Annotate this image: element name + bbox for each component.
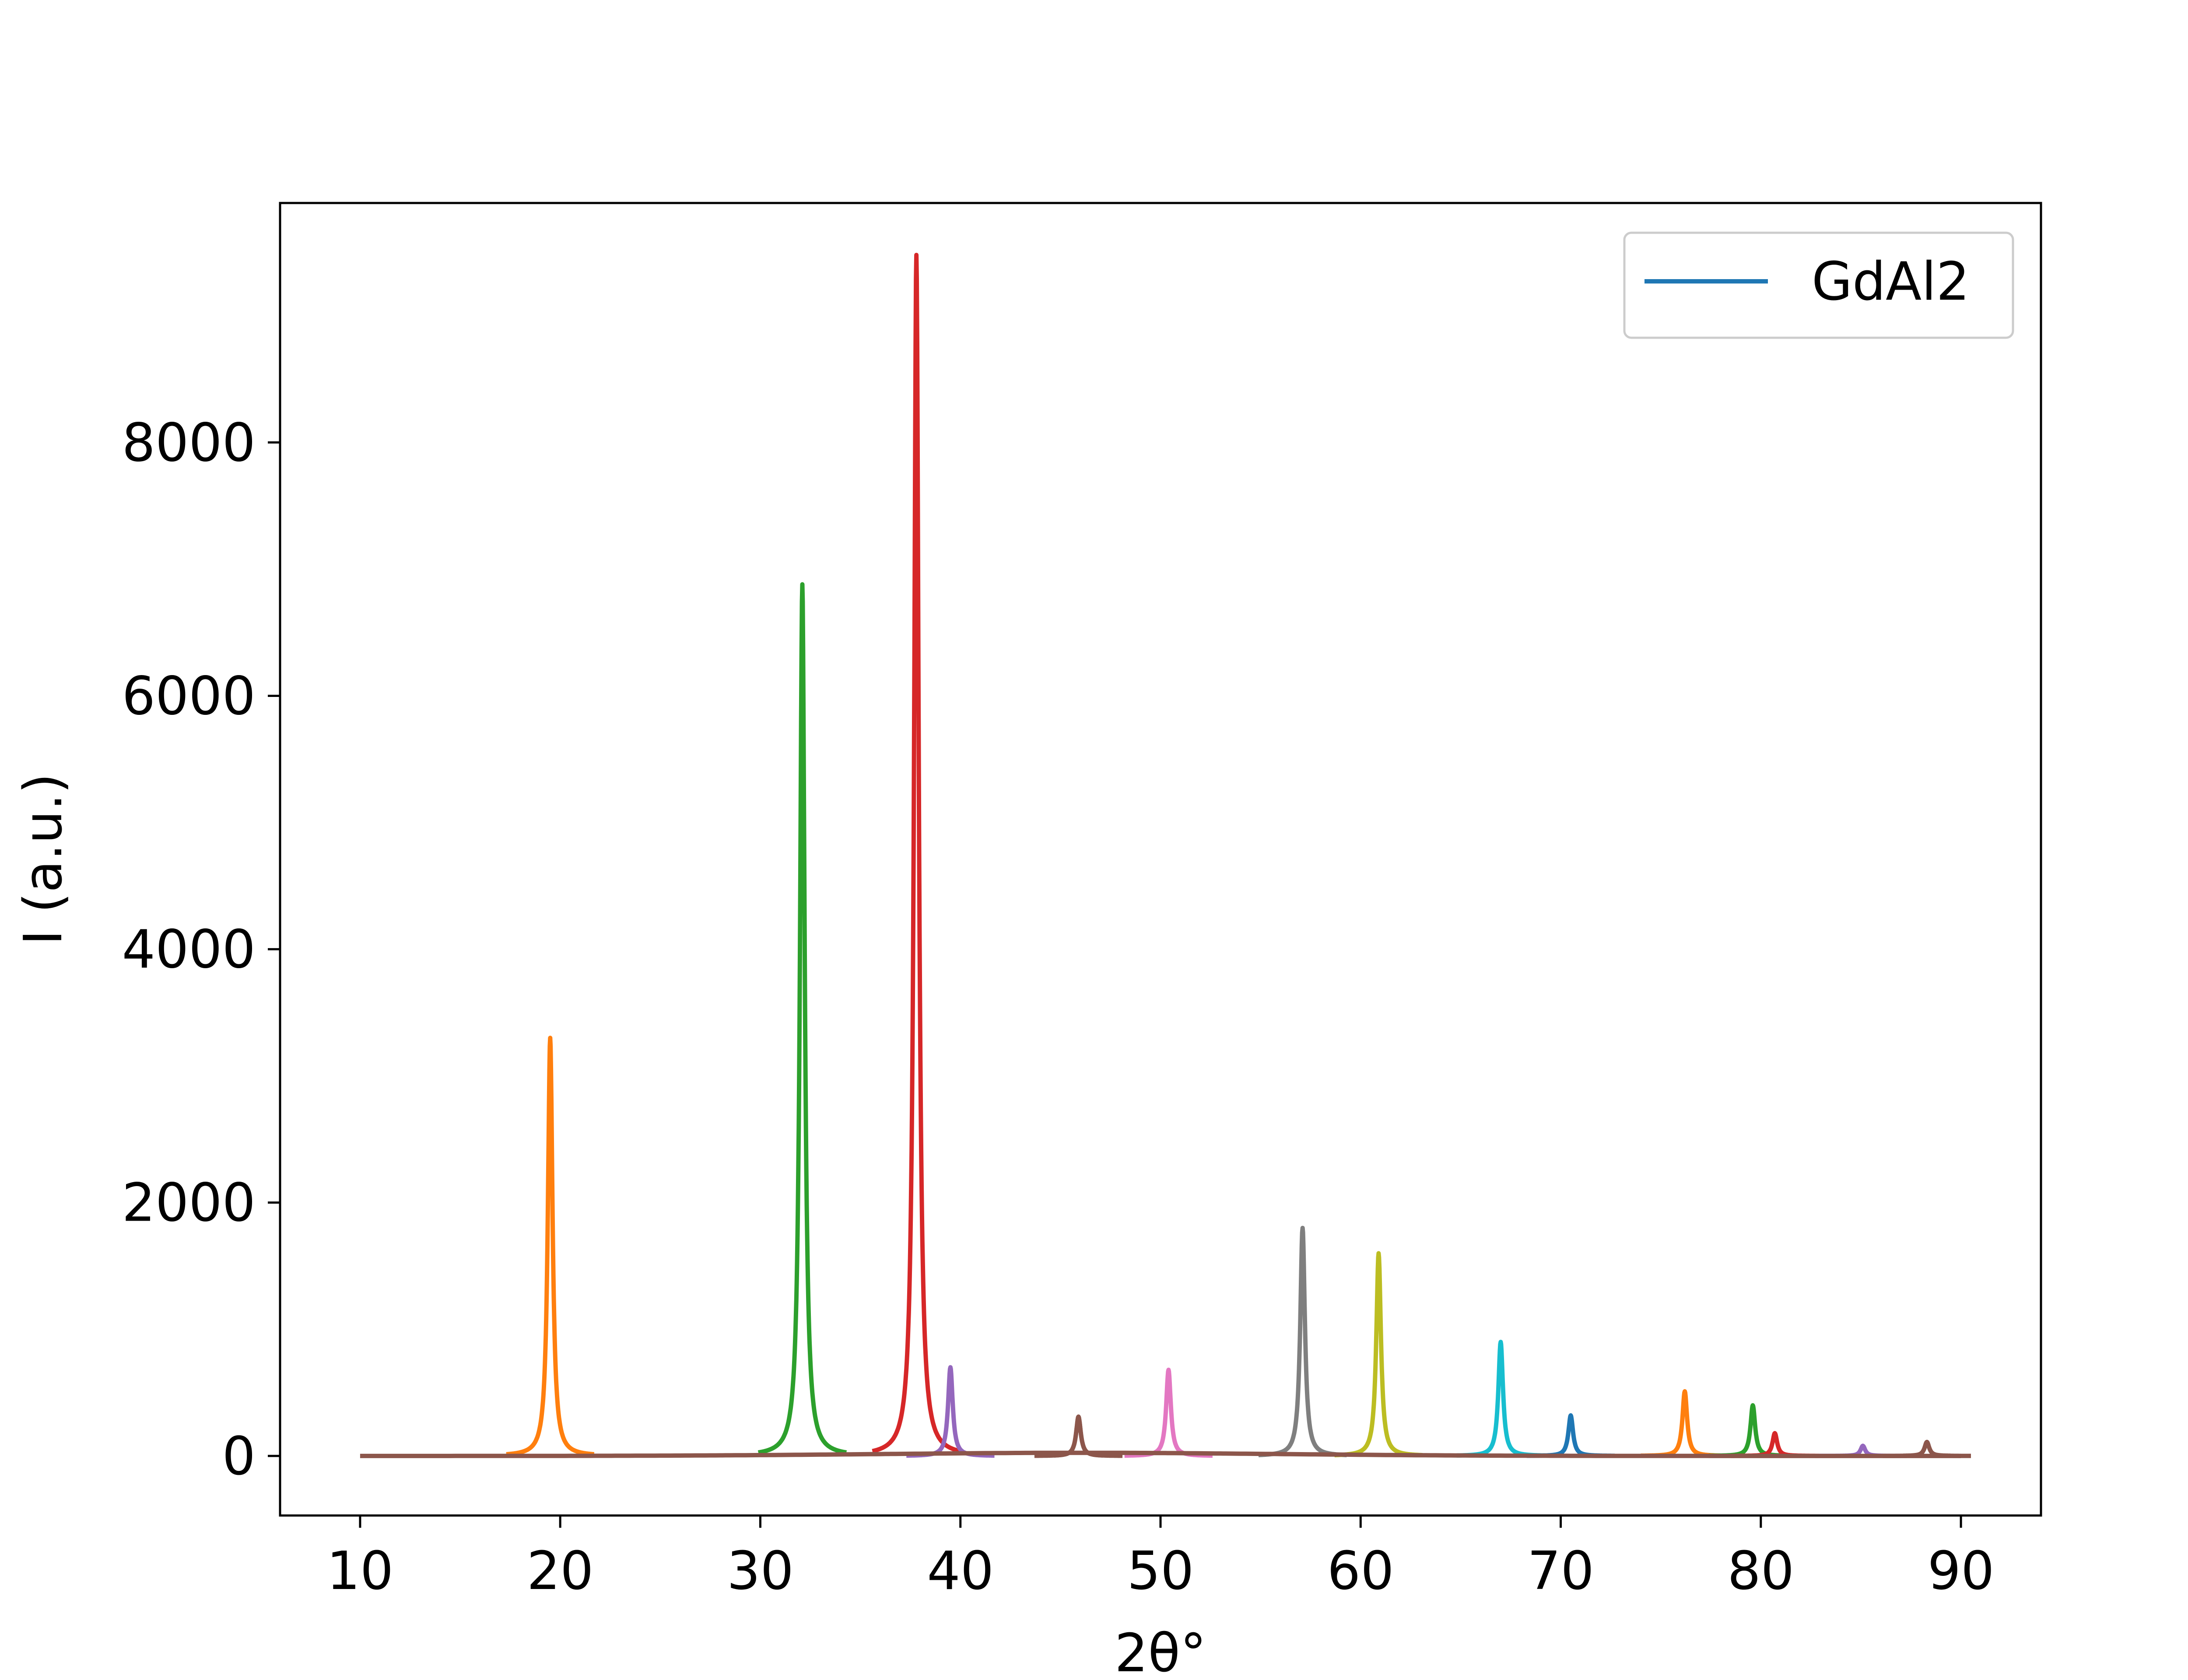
x-tick-label: 60	[1327, 1541, 1394, 1602]
y-tick-label: 6000	[122, 666, 256, 727]
y-axis-label: I (a.u.)	[13, 773, 74, 945]
x-tick-label: 70	[1527, 1541, 1594, 1602]
peak-line	[870, 252, 962, 1453]
y-axis: 0 2000 4000 6000 8000	[122, 413, 280, 1487]
x-tick-label: 10	[327, 1541, 394, 1602]
y-tick-label: 2000	[122, 1173, 256, 1234]
x-tick-label: 20	[527, 1541, 594, 1602]
y-tick-label: 8000	[122, 413, 256, 473]
x-axis: 10 20 30 40 50 60 70 80 90	[327, 1516, 1995, 1602]
peak-line	[1901, 1440, 1953, 1458]
x-tick-label: 30	[727, 1541, 794, 1602]
x-tick-label: 50	[1127, 1541, 1194, 1602]
legend-box	[1623, 231, 2014, 339]
y-tick-label: 0	[222, 1426, 256, 1487]
legend: GdAl2	[1623, 231, 2014, 339]
peak-line	[756, 582, 849, 1455]
y-tick-label: 4000	[122, 920, 256, 980]
peak-line	[504, 1036, 596, 1456]
x-axis-label: 2θ°	[1115, 1623, 1206, 1680]
baseline-line	[360, 1450, 1961, 1458]
plot-area	[360, 252, 1973, 1458]
x-tick-label: 40	[927, 1541, 994, 1602]
x-tick-label: 90	[1928, 1541, 1995, 1602]
peak-line	[1052, 1414, 1105, 1458]
x-tick-label: 80	[1727, 1541, 1794, 1602]
legend-label-gdal2: GdAl2	[1812, 252, 1970, 312]
